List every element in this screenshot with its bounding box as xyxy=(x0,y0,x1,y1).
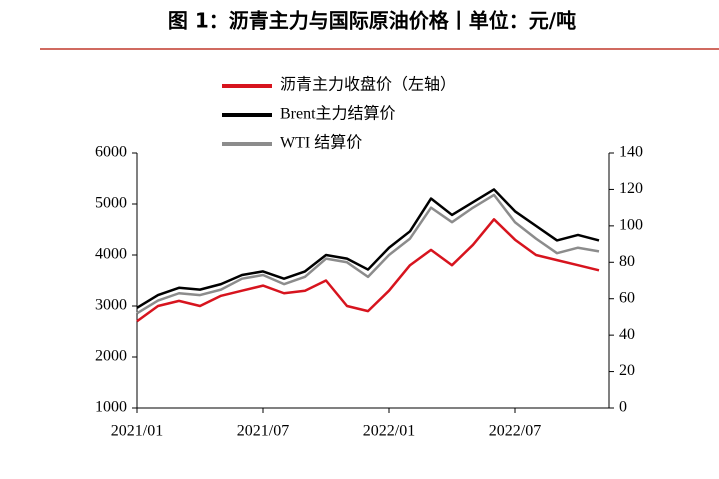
x-tick-label: 2021/07 xyxy=(237,423,289,440)
legend-label: WTI 结算价 xyxy=(280,133,362,152)
y-tick-label: 6000 xyxy=(95,144,127,161)
x-tick-label: 2022/07 xyxy=(489,423,541,440)
y2-tick-label: 40 xyxy=(619,326,635,343)
x-tick-label: 2021/01 xyxy=(111,423,163,440)
y2-tick-label: 140 xyxy=(619,144,643,161)
chart-title: 图 1：沥青主力与国际原油价格丨单位：元/吨 xyxy=(168,9,576,33)
y-tick-label: 4000 xyxy=(95,246,127,263)
y2-tick-label: 80 xyxy=(619,253,635,270)
y2-tick-label: 20 xyxy=(619,362,635,379)
series-line xyxy=(136,188,600,309)
y-tick-label: 3000 xyxy=(95,297,127,314)
x-tick-label: 2022/01 xyxy=(363,423,415,440)
legend-label: Brent主力结算价 xyxy=(280,104,396,123)
y-tick-label: 1000 xyxy=(95,399,127,416)
y-tick-label: 2000 xyxy=(95,348,127,365)
y-tick-label: 5000 xyxy=(95,195,127,212)
legend-label: 沥青主力收盘价（左轴） xyxy=(280,75,456,94)
series-line xyxy=(136,218,600,323)
y2-tick-label: 100 xyxy=(619,217,643,234)
y2-tick-label: 60 xyxy=(619,289,635,306)
series-line xyxy=(136,193,600,315)
y2-tick-label: 0 xyxy=(619,399,627,416)
y2-tick-label: 120 xyxy=(619,180,643,197)
